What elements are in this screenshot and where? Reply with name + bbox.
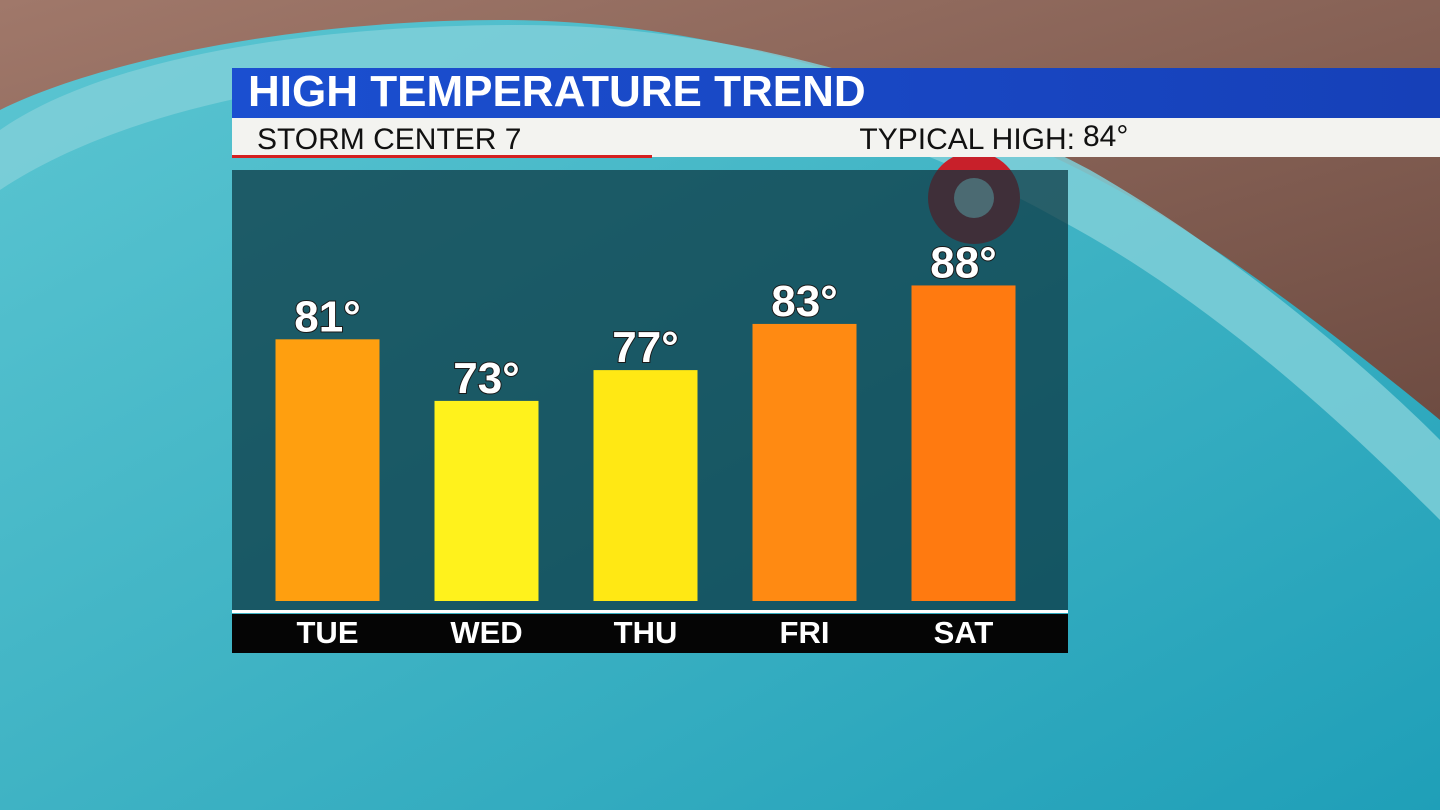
bar — [434, 400, 539, 601]
bar — [752, 323, 857, 601]
value-label: 83° — [771, 277, 838, 326]
value-label: 73° — [453, 354, 520, 403]
day-strip — [232, 614, 1068, 653]
typical-high-value: 84° — [1083, 120, 1128, 153]
subheader-bar — [232, 118, 1440, 157]
bar — [911, 285, 1016, 601]
value-label: 77° — [612, 323, 679, 372]
value-label: 81° — [294, 292, 361, 341]
baseline — [232, 610, 1068, 613]
x-tick-label: TUE — [297, 615, 359, 650]
bar — [275, 339, 380, 601]
chart-title: HIGH TEMPERATURE TREND — [248, 67, 866, 116]
subtitle: STORM CENTER 7 — [257, 123, 521, 156]
typical-high-label: TYPICAL HIGH: — [859, 123, 1075, 156]
x-tick-label: THU — [614, 615, 678, 650]
value-label: 88° — [930, 238, 997, 287]
x-tick-label: WED — [450, 615, 522, 650]
x-tick-label: SAT — [934, 615, 994, 650]
header-bar — [232, 68, 1440, 118]
x-tick-label: FRI — [780, 615, 830, 650]
bar — [593, 370, 698, 601]
accent-line — [232, 155, 652, 158]
